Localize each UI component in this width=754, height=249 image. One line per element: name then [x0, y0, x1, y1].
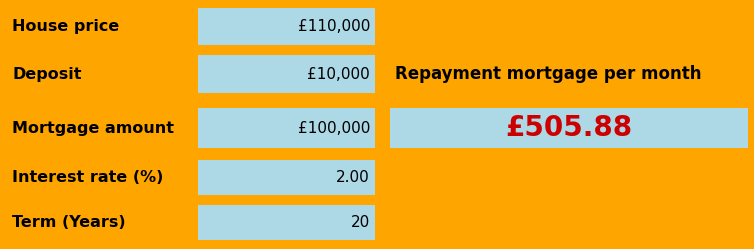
Text: Interest rate (%): Interest rate (%): [12, 170, 164, 185]
Text: Term (Years): Term (Years): [12, 215, 126, 230]
Text: 20: 20: [351, 215, 370, 230]
Text: £100,000: £100,000: [298, 121, 370, 135]
Bar: [198, 205, 375, 240]
Text: £10,000: £10,000: [307, 66, 370, 81]
Bar: [198, 8, 375, 45]
Text: Mortgage amount: Mortgage amount: [12, 121, 174, 135]
Text: Deposit: Deposit: [12, 66, 81, 81]
Text: £505.88: £505.88: [505, 114, 633, 142]
Bar: [198, 108, 375, 148]
Text: £110,000: £110,000: [298, 19, 370, 34]
Text: House price: House price: [12, 19, 119, 34]
Bar: [198, 160, 375, 195]
Text: Repayment mortgage per month: Repayment mortgage per month: [395, 65, 701, 83]
Bar: [390, 108, 748, 148]
Text: 2.00: 2.00: [336, 170, 370, 185]
Bar: [198, 55, 375, 93]
